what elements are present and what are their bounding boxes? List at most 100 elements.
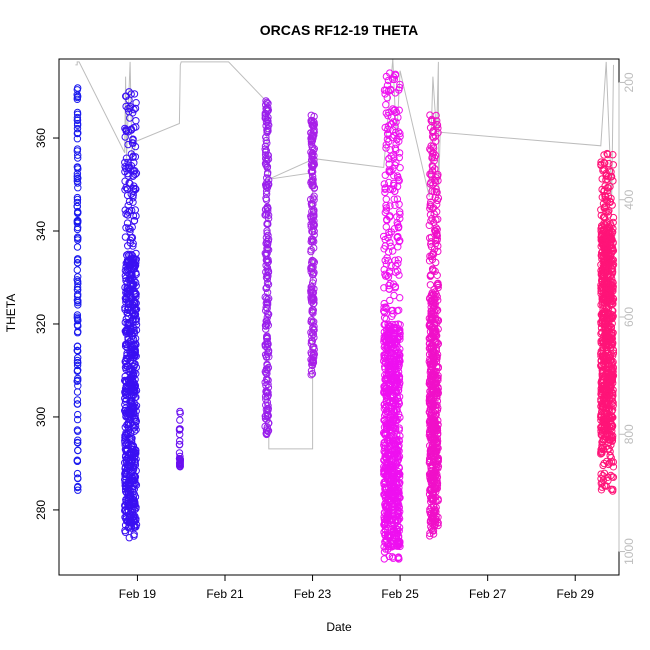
data-point: [429, 501, 438, 510]
x-tick-label: Feb 23: [294, 587, 332, 601]
data-point: [597, 362, 605, 371]
data-point: [394, 553, 403, 561]
data-point: [262, 284, 270, 293]
data-point: [384, 463, 392, 471]
data-point: [394, 256, 403, 264]
data-point: [74, 410, 82, 419]
data-point: [394, 113, 402, 122]
data-point: [129, 139, 137, 147]
data-point: [176, 430, 184, 439]
data-point: [128, 251, 137, 260]
data-point: [74, 286, 82, 294]
data-point: [127, 126, 136, 134]
data-point: [130, 182, 138, 190]
data-point: [132, 299, 140, 307]
data-point: [426, 455, 434, 463]
data-point: [73, 415, 82, 424]
data-point: [386, 185, 395, 194]
data-point: [396, 538, 404, 547]
data-point: [605, 250, 613, 258]
data-point: [130, 184, 138, 193]
data-point: [381, 235, 389, 244]
data-point: [433, 280, 442, 288]
data-point: [427, 316, 435, 324]
data-point: [262, 317, 270, 325]
data-point: [73, 135, 82, 143]
data-point: [385, 267, 394, 275]
data-point: [307, 178, 315, 187]
data-point: [125, 534, 134, 542]
data-point: [262, 118, 271, 127]
data-point: [395, 271, 403, 279]
data-point: [74, 174, 82, 182]
data-point: [73, 396, 82, 404]
data-point: [434, 519, 442, 527]
data-point: [132, 315, 141, 323]
data-point: [381, 363, 389, 371]
data-point: [432, 137, 440, 146]
data-point: [129, 198, 137, 206]
data-point: [382, 397, 390, 406]
data-point: [385, 438, 393, 446]
data-point: [262, 268, 270, 276]
data-point: [74, 436, 82, 444]
data-point: [121, 437, 129, 445]
data-point: [73, 217, 82, 226]
data-point: [380, 521, 388, 529]
data-point: [395, 200, 403, 209]
data-point: [426, 281, 435, 289]
data-point: [74, 154, 82, 162]
data-point: [263, 245, 272, 253]
data-point: [121, 318, 130, 327]
data-point: [434, 495, 442, 503]
data-point: [393, 195, 402, 203]
data-point: [264, 348, 273, 357]
y2-tick-label: 400: [622, 189, 636, 209]
data-point: [597, 470, 605, 478]
data-point: [130, 532, 138, 540]
data-point: [73, 195, 82, 204]
data-point: [429, 144, 438, 152]
data-point: [386, 85, 395, 94]
data-point: [393, 503, 401, 511]
data-point: [261, 249, 269, 258]
data-point: [430, 445, 439, 454]
data-point: [130, 105, 138, 114]
data-point: [387, 381, 395, 390]
data-point: [394, 128, 403, 136]
data-point: [384, 490, 393, 498]
data-point: [607, 323, 616, 332]
data-point: [608, 368, 617, 377]
data-point: [432, 515, 440, 524]
data-point: [263, 319, 271, 327]
data-point: [393, 182, 402, 191]
data-point: [263, 332, 271, 341]
data-point: [309, 117, 317, 125]
data-point: [427, 178, 435, 187]
data-point: [122, 126, 131, 135]
data-point: [386, 322, 394, 331]
data-point: [426, 201, 434, 209]
data-point: [126, 114, 134, 122]
data-point: [123, 517, 131, 525]
data-point: [132, 426, 140, 434]
data-point: [601, 238, 609, 247]
data-point: [426, 124, 435, 132]
data-point: [608, 299, 616, 307]
data-point: [73, 283, 82, 291]
x-tick-label: Feb 27: [469, 587, 507, 601]
data-point: [310, 299, 318, 307]
data-point: [428, 214, 436, 223]
data-point: [308, 131, 316, 139]
data-point: [393, 337, 401, 346]
data-point: [395, 149, 404, 157]
data-point: [131, 403, 139, 411]
data-point: [601, 295, 610, 303]
data-point: [124, 140, 132, 149]
data-point: [425, 257, 434, 265]
data-point: [129, 172, 138, 180]
data-point: [307, 316, 316, 324]
data-point: [128, 233, 137, 242]
y-tick-label: 320: [34, 314, 48, 334]
data-point: [433, 121, 442, 129]
